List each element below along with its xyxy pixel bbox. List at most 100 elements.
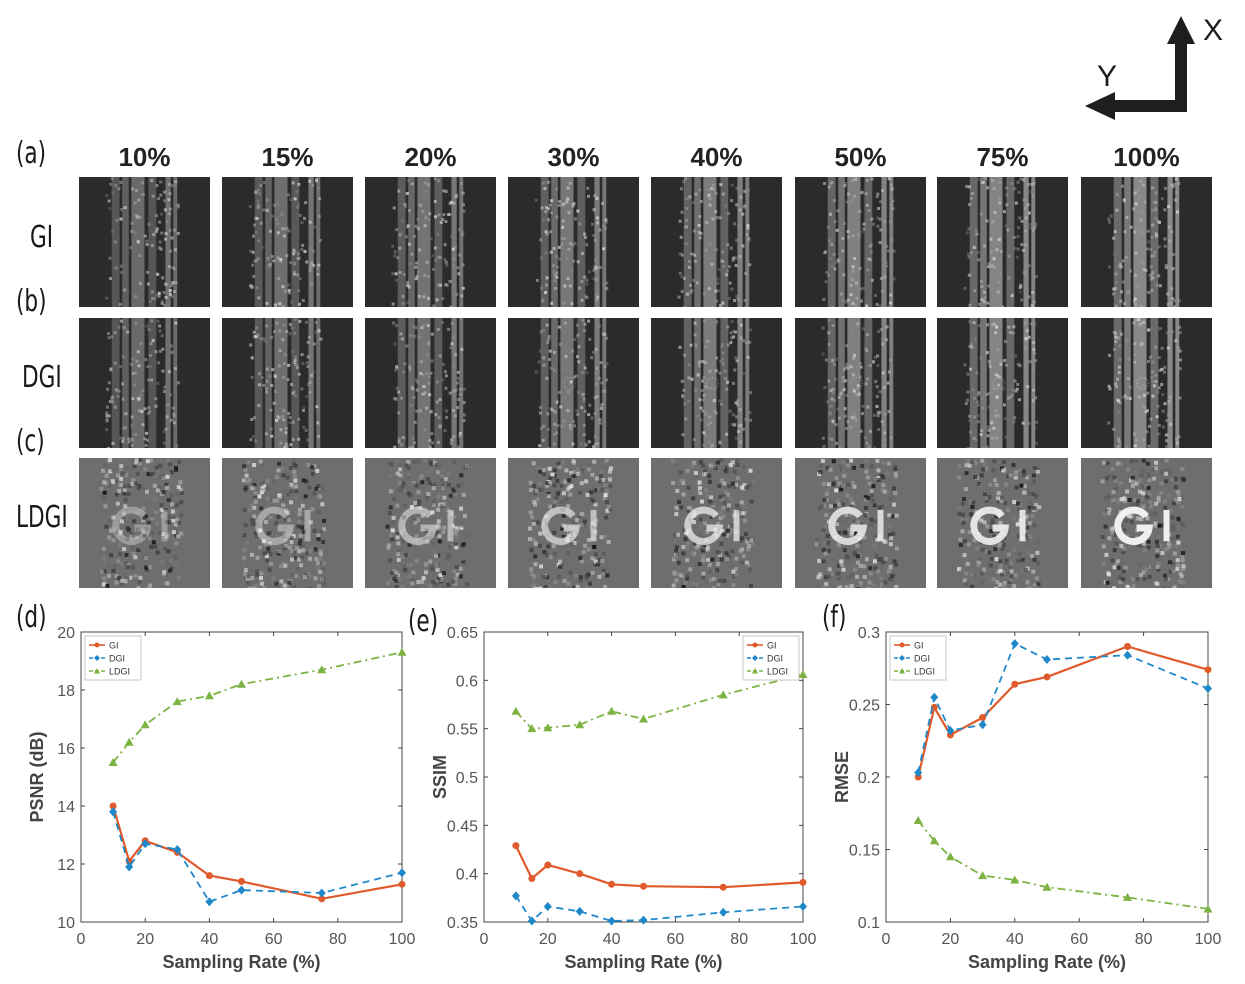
data-point-ldgi: [607, 706, 617, 715]
embedded-pattern: [161, 509, 168, 542]
data-point-gi: [576, 870, 584, 878]
data-point-gi: [1124, 643, 1131, 650]
reconstruction-image: [795, 177, 926, 307]
embedded-pattern: [970, 506, 1010, 546]
column-header: 75%: [976, 142, 1029, 172]
legend-label: DGI: [767, 654, 783, 664]
x-tick-label: 100: [1195, 931, 1221, 948]
y-tick-label: 14: [57, 799, 75, 816]
legend-marker: [752, 642, 758, 648]
x-tick-label: 40: [603, 931, 621, 948]
data-point-dgi: [237, 885, 246, 895]
column-header: 15%: [261, 142, 314, 172]
x-tick-label: 80: [329, 931, 347, 948]
chart-panel-label: (e): [408, 604, 439, 639]
data-point-ldgi: [543, 723, 553, 732]
data-point-ldgi: [204, 691, 214, 700]
x-tick-label: 60: [1070, 931, 1088, 948]
data-point-gi: [799, 878, 807, 886]
row-name: LDGI: [16, 500, 68, 535]
x-tick-label: 100: [389, 931, 416, 948]
series-line-gi: [112, 805, 403, 900]
data-point-dgi: [205, 897, 214, 907]
reconstruction-image: [937, 177, 1068, 307]
legend-label: GI: [109, 641, 119, 651]
data-point-ldgi: [929, 836, 939, 845]
reconstruction-image: [365, 177, 496, 307]
legend-label: GI: [767, 641, 777, 651]
data-point-ldgi: [124, 737, 134, 746]
data-point-gi: [1011, 680, 1019, 688]
data-point-dgi: [1043, 655, 1051, 665]
data-point-dgi: [1123, 650, 1132, 660]
data-point-gi: [238, 877, 245, 885]
embedded-pattern: [541, 506, 581, 546]
y-tick-label: 0.15: [849, 843, 880, 860]
y-tick-label: 0.2: [858, 770, 880, 787]
data-point-dgi: [607, 916, 616, 926]
data-point-dgi: [398, 868, 406, 878]
reconstruction-image: [1081, 458, 1212, 588]
reconstruction-image: [79, 177, 210, 307]
data-point-gi: [719, 883, 727, 891]
reconstruction-image: ◌: [651, 318, 782, 448]
legend-marker: [752, 668, 758, 674]
data-point-ldgi: [798, 670, 808, 679]
data-point-gi: [979, 714, 987, 722]
x-tick-label: 0: [882, 931, 891, 948]
data-point-dgi: [946, 726, 955, 736]
data-point-ldgi: [397, 647, 407, 656]
reconstruction-image: [222, 318, 353, 448]
reconstruction-image: ◌: [795, 318, 926, 448]
series-line-dgi: [112, 811, 403, 903]
data-point-ldgi: [718, 690, 728, 699]
series-line-dgi: [917, 642, 1209, 773]
y-tick-label: 0.6: [456, 673, 478, 690]
embedded-pattern: [684, 506, 724, 546]
legend-label: LDGI: [767, 667, 788, 677]
series-line-ldgi: [112, 651, 403, 764]
x-tick-label: 80: [1135, 931, 1153, 948]
x-tick-label: 20: [942, 931, 960, 948]
data-point-gi: [544, 861, 552, 869]
y-tick-label: 0.5: [456, 770, 478, 787]
data-point-dgi: [173, 845, 182, 854]
data-point-gi: [205, 872, 213, 880]
y-tick-label: 0.3: [858, 625, 880, 642]
data-point-ldgi: [1123, 892, 1132, 901]
reconstruction-image: [1081, 177, 1212, 307]
y-tick-label: 0.4: [456, 867, 478, 884]
column-header: 10%: [118, 142, 171, 172]
arrow-icon-x: [1167, 16, 1195, 112]
embedded-pattern: ◌: [705, 367, 720, 397]
embedded-pattern: [1163, 509, 1170, 542]
data-point-dgi: [1204, 684, 1212, 694]
x-tick-label: 0: [77, 931, 86, 948]
x-tick-label: 80: [730, 931, 748, 948]
column-header: 100%: [1113, 142, 1180, 172]
chart-panel-label: (d): [16, 600, 47, 635]
embedded-pattern: [828, 506, 868, 546]
data-point-gi: [640, 882, 647, 890]
arrow-icon-y: [1085, 92, 1187, 120]
axis-indicator-y-label: Y: [1097, 60, 1117, 93]
x-tick-label: 60: [667, 931, 685, 948]
data-point-dgi: [930, 692, 939, 702]
chart-panel-label: (f): [822, 600, 847, 635]
legend-marker: [94, 655, 100, 661]
data-point-dgi: [109, 807, 118, 817]
reconstruction-image: [651, 177, 782, 307]
y-tick-label: 18: [57, 683, 75, 700]
chart-psnr-db: 0 20 40 60 80 100 10 12 14 16 18 20 Sampling Rate (%…: [27, 625, 416, 972]
row-name: DGI: [22, 360, 62, 395]
x-tick-label: 0: [480, 931, 489, 948]
legend-marker: [899, 642, 905, 648]
embedded-pattern: ◌: [562, 367, 577, 397]
data-point-dgi: [141, 839, 150, 849]
data-point-gi: [318, 895, 326, 903]
legend: GI DGI LDGI: [889, 635, 947, 681]
data-point-gi: [1204, 666, 1212, 674]
data-point-gi: [512, 842, 520, 850]
legend: GI DGI LDGI: [84, 635, 142, 681]
